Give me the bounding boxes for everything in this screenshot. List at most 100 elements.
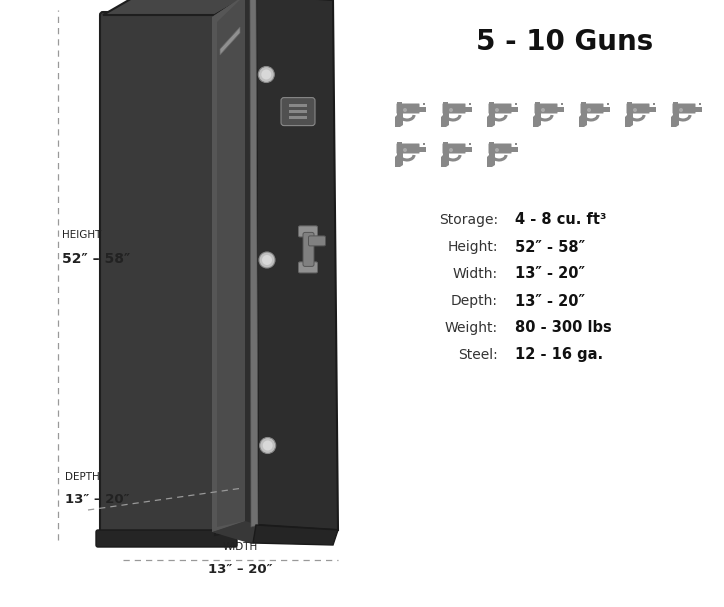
- FancyBboxPatch shape: [442, 143, 466, 154]
- Bar: [289, 116, 307, 119]
- Text: DEPTH: DEPTH: [65, 472, 100, 482]
- FancyBboxPatch shape: [442, 104, 466, 114]
- Text: 13″ - 20″: 13″ - 20″: [515, 266, 585, 282]
- Bar: [673, 102, 678, 106]
- Bar: [423, 143, 425, 145]
- Circle shape: [260, 438, 276, 453]
- Text: 4 - 8 cu. ft³: 4 - 8 cu. ft³: [515, 212, 607, 228]
- Text: HEIGHT: HEIGHT: [62, 230, 101, 240]
- Text: 52″ – 58″: 52″ – 58″: [62, 252, 130, 266]
- Circle shape: [679, 108, 683, 112]
- Text: Depth:: Depth:: [451, 294, 498, 308]
- Bar: [489, 102, 494, 106]
- Bar: [469, 143, 471, 145]
- Circle shape: [263, 441, 273, 450]
- Text: 13″ – 20″: 13″ – 20″: [209, 563, 273, 576]
- Polygon shape: [256, 0, 338, 530]
- Bar: [397, 142, 402, 146]
- Text: Storage:: Storage:: [439, 213, 498, 227]
- Text: Weight:: Weight:: [445, 321, 498, 335]
- Polygon shape: [671, 113, 679, 127]
- Polygon shape: [217, 0, 245, 527]
- Bar: [464, 147, 472, 152]
- Bar: [602, 107, 610, 112]
- Bar: [515, 103, 517, 105]
- Polygon shape: [487, 113, 495, 127]
- Bar: [556, 107, 564, 112]
- Bar: [561, 103, 563, 105]
- FancyBboxPatch shape: [397, 104, 419, 114]
- Circle shape: [403, 108, 407, 112]
- Bar: [443, 142, 448, 146]
- Bar: [464, 107, 472, 112]
- Text: Steel:: Steel:: [458, 348, 498, 362]
- FancyBboxPatch shape: [534, 104, 557, 114]
- FancyBboxPatch shape: [489, 104, 511, 114]
- Bar: [289, 110, 307, 113]
- Polygon shape: [103, 0, 253, 15]
- Polygon shape: [533, 113, 541, 127]
- Polygon shape: [212, 0, 245, 532]
- Polygon shape: [579, 113, 587, 127]
- Circle shape: [262, 255, 272, 265]
- Bar: [489, 142, 494, 146]
- Polygon shape: [395, 113, 403, 127]
- Text: 52″ - 58″: 52″ - 58″: [515, 240, 585, 254]
- Bar: [581, 102, 586, 106]
- Text: 12 - 16 ga.: 12 - 16 ga.: [515, 347, 603, 362]
- Bar: [397, 102, 402, 106]
- Circle shape: [633, 108, 637, 112]
- Circle shape: [449, 108, 453, 112]
- Polygon shape: [220, 27, 240, 55]
- FancyBboxPatch shape: [308, 236, 326, 246]
- Circle shape: [449, 148, 453, 152]
- Bar: [423, 103, 425, 105]
- FancyBboxPatch shape: [673, 104, 696, 114]
- Bar: [694, 107, 702, 112]
- Circle shape: [403, 148, 407, 152]
- Bar: [653, 103, 655, 105]
- Text: Height:: Height:: [447, 240, 498, 254]
- FancyBboxPatch shape: [303, 232, 314, 266]
- Bar: [627, 102, 632, 106]
- FancyBboxPatch shape: [281, 98, 315, 126]
- Text: 13″ – 20″: 13″ – 20″: [65, 493, 130, 506]
- FancyBboxPatch shape: [626, 104, 649, 114]
- Circle shape: [259, 252, 275, 268]
- Text: WIDTH: WIDTH: [223, 542, 258, 552]
- Polygon shape: [253, 525, 338, 545]
- FancyBboxPatch shape: [397, 143, 419, 154]
- Polygon shape: [487, 153, 495, 167]
- Circle shape: [495, 148, 499, 152]
- Circle shape: [495, 108, 499, 112]
- Polygon shape: [212, 0, 245, 532]
- Polygon shape: [441, 113, 449, 127]
- Bar: [510, 107, 518, 112]
- FancyBboxPatch shape: [489, 143, 511, 154]
- Circle shape: [541, 108, 545, 112]
- Bar: [289, 104, 307, 107]
- Bar: [443, 102, 448, 106]
- Bar: [648, 107, 656, 112]
- Bar: [510, 147, 518, 152]
- Text: Width:: Width:: [453, 267, 498, 281]
- FancyBboxPatch shape: [96, 530, 237, 547]
- Bar: [418, 147, 426, 152]
- Polygon shape: [395, 153, 403, 167]
- Polygon shape: [441, 153, 449, 167]
- Text: 13″ - 20″: 13″ - 20″: [515, 294, 585, 308]
- FancyBboxPatch shape: [298, 262, 318, 273]
- Circle shape: [261, 69, 272, 80]
- Polygon shape: [250, 0, 258, 527]
- Text: 80 - 300 lbs: 80 - 300 lbs: [515, 320, 612, 336]
- Polygon shape: [212, 521, 285, 544]
- Circle shape: [587, 108, 591, 112]
- Bar: [515, 143, 517, 145]
- FancyBboxPatch shape: [100, 12, 218, 538]
- Text: 5 - 10 Guns: 5 - 10 Guns: [476, 28, 654, 56]
- Bar: [418, 107, 426, 112]
- Circle shape: [258, 67, 274, 83]
- Bar: [607, 103, 609, 105]
- Bar: [699, 103, 701, 105]
- Bar: [469, 103, 471, 105]
